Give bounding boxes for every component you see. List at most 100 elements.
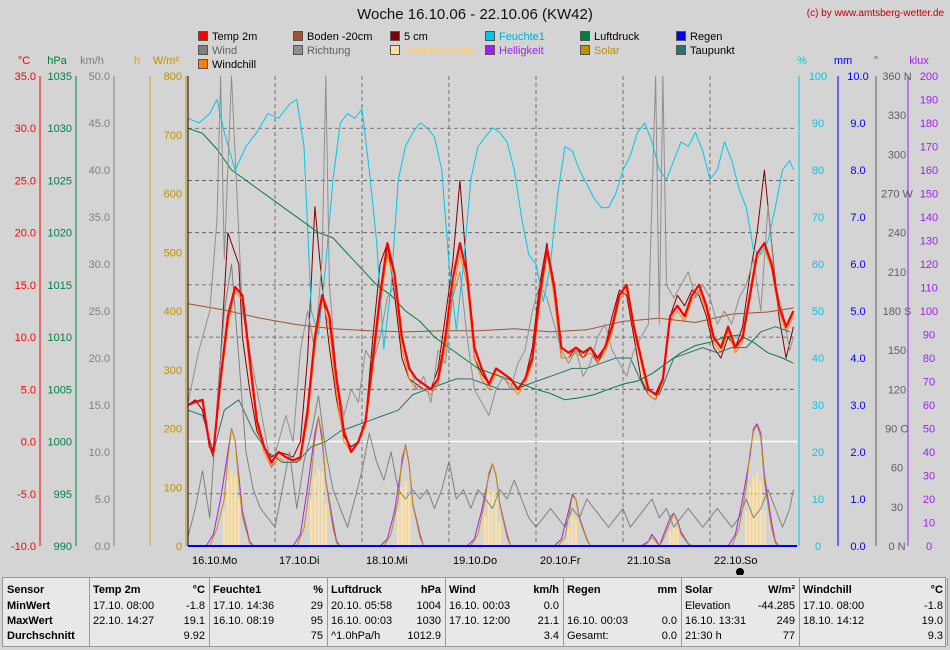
sunshine-bar bbox=[571, 516, 574, 546]
stats-column-feuchte1: Feuchte1% 17.10. 14:36 29 16.10. 08:19 95 75 bbox=[209, 578, 328, 646]
stats-row: 17.10. 08:00 -1.8 bbox=[803, 598, 943, 614]
stats-header: Solar W/m² bbox=[685, 582, 795, 598]
sunshine-bar bbox=[759, 481, 762, 546]
tick-label-dir: 60 bbox=[891, 463, 903, 475]
current-time-marker bbox=[736, 568, 744, 575]
tick-label-solar: 0 bbox=[176, 541, 182, 553]
stats-value: 77 bbox=[782, 630, 795, 642]
legend-swatch bbox=[485, 45, 495, 55]
legend-item-helligkeit: Helligkeit bbox=[485, 45, 544, 57]
sunshine-bar bbox=[763, 510, 766, 546]
legend-item-taupunkt: Taupunkt bbox=[676, 45, 735, 57]
stats-header: Regen mm bbox=[567, 582, 677, 598]
stats-time: 16.10. 00:03 bbox=[331, 615, 393, 627]
legend-label: Sonnenschein bbox=[404, 45, 474, 57]
stats-header-label: Wind bbox=[449, 584, 476, 596]
tick-label-lux: 150 bbox=[920, 189, 938, 201]
stats-row: 22.10. 14:27 19.1 bbox=[93, 613, 205, 629]
stats-row: ^1.0hPa/h 1012.9 bbox=[331, 628, 441, 644]
stats-table: Sensor MinWert MaxWert Durchschnitt Temp 2m °… bbox=[2, 577, 948, 647]
stats-row-label: MinWert bbox=[7, 600, 51, 612]
legend-item-regen: Regen bbox=[676, 31, 722, 43]
tick-label-hum: 0 bbox=[815, 541, 821, 553]
sunshine-bar bbox=[320, 472, 324, 546]
stats-value: 9.92 bbox=[183, 630, 205, 642]
tick-label-press: 1025 bbox=[48, 175, 72, 187]
unit-label-rain: mm bbox=[834, 55, 852, 67]
tick-label-solar: 600 bbox=[164, 189, 182, 201]
sunshine-bar bbox=[324, 504, 327, 546]
tick-label-dir: 120 bbox=[888, 384, 906, 396]
stats-value: 1012.9 bbox=[407, 630, 441, 642]
credit-link[interactable]: (c) by www.amtsberg-wetter.de bbox=[806, 8, 944, 19]
stats-value: 95 bbox=[310, 615, 323, 627]
sunshine-bar bbox=[230, 469, 233, 546]
series-temp-2m bbox=[187, 242, 795, 464]
series-feuchte1 bbox=[187, 99, 794, 350]
tick-label-lux: 160 bbox=[920, 165, 938, 177]
stats-row: Gesamt: 0.0 bbox=[567, 628, 677, 644]
tick-label-temp: 15.0 bbox=[15, 280, 36, 292]
sunshine-bar bbox=[748, 487, 752, 546]
legend-label: Luftdruck bbox=[594, 31, 640, 43]
sunshine-bar bbox=[313, 475, 317, 546]
stats-value: -1.8 bbox=[186, 600, 205, 612]
tick-label-lux: 100 bbox=[920, 306, 938, 318]
tick-label-solar: 800 bbox=[164, 71, 182, 83]
series-richtung bbox=[187, 75, 794, 469]
x-tick-day: 16.10. bbox=[192, 555, 223, 567]
legend-label: Helligkeit bbox=[499, 45, 544, 57]
legend: Temp 2m Boden -20cm 5 cm Feuchte1 Luftdruck R… bbox=[198, 31, 758, 71]
stats-time: 17.10. 12:00 bbox=[449, 615, 511, 627]
unit-label-lux: klux bbox=[909, 55, 929, 67]
tick-label-dir: 30 bbox=[891, 502, 903, 514]
series-5-cm bbox=[187, 169, 794, 458]
tick-label-dir: 300 bbox=[888, 149, 906, 161]
stats-header-unit: mm bbox=[657, 584, 677, 596]
sunshine-bar bbox=[404, 481, 407, 546]
legend-label: Windchill bbox=[212, 59, 257, 71]
sunshine-bar bbox=[745, 510, 748, 546]
stats-value: 0.0 bbox=[543, 600, 559, 612]
unit-label-solar: W/m² bbox=[153, 55, 180, 67]
tick-label-dir: 360 N bbox=[882, 71, 911, 83]
stats-time: 17.10. 08:00 bbox=[803, 600, 865, 612]
tick-label-lux: 40 bbox=[923, 447, 935, 459]
tick-label-lux: 120 bbox=[920, 259, 938, 271]
legend-swatch bbox=[390, 31, 400, 41]
tick-label-lux: 110 bbox=[920, 283, 938, 295]
stats-row: Elevation -44.285 bbox=[685, 598, 795, 614]
stats-time: 16.10. 13:31 bbox=[685, 615, 747, 627]
tick-label-wind: 5.0 bbox=[95, 494, 110, 506]
legend-item-sonnenschein: Sonnenschein bbox=[390, 45, 474, 57]
legend-item-windchill: Windchill bbox=[198, 59, 256, 71]
stats-time: Elevation bbox=[685, 600, 731, 612]
legend-swatch bbox=[676, 45, 686, 55]
stats-header-label: Sensor bbox=[7, 584, 45, 596]
tick-label-hum: 30 bbox=[812, 400, 824, 412]
legend-swatch bbox=[676, 31, 686, 41]
stats-value: 9.3 bbox=[927, 630, 943, 642]
x-tick-weekday: Sa bbox=[657, 555, 671, 567]
stats-value: 3.4 bbox=[543, 630, 559, 642]
sunshine-bar bbox=[397, 510, 400, 546]
stats-row bbox=[567, 598, 677, 614]
stats-header-unit: hPa bbox=[420, 584, 441, 596]
legend-item-solar: Solar bbox=[580, 45, 620, 57]
tick-label-hum: 50 bbox=[812, 306, 824, 318]
tick-label-lux: 70 bbox=[923, 377, 935, 389]
stats-header-label: Windchill bbox=[803, 584, 852, 596]
tick-label-dir: 90 O bbox=[885, 424, 909, 436]
stats-row: MaxWert bbox=[7, 613, 85, 629]
stats-row: 9.3 bbox=[803, 628, 943, 644]
tick-label-rain: 0.0 bbox=[850, 541, 865, 553]
stats-time: 17.10. 08:00 bbox=[93, 600, 155, 612]
sunshine-bar bbox=[226, 481, 230, 546]
stats-value: 1030 bbox=[416, 615, 441, 627]
tick-label-dir: 150 bbox=[888, 345, 906, 357]
unit-label-press: hPa bbox=[47, 55, 67, 67]
stats-row: 20.10. 05:58 1004 bbox=[331, 598, 441, 614]
tick-label-wind: 40.0 bbox=[89, 165, 110, 177]
sunshine-bar bbox=[400, 487, 404, 546]
sunshine-bar bbox=[223, 510, 226, 546]
